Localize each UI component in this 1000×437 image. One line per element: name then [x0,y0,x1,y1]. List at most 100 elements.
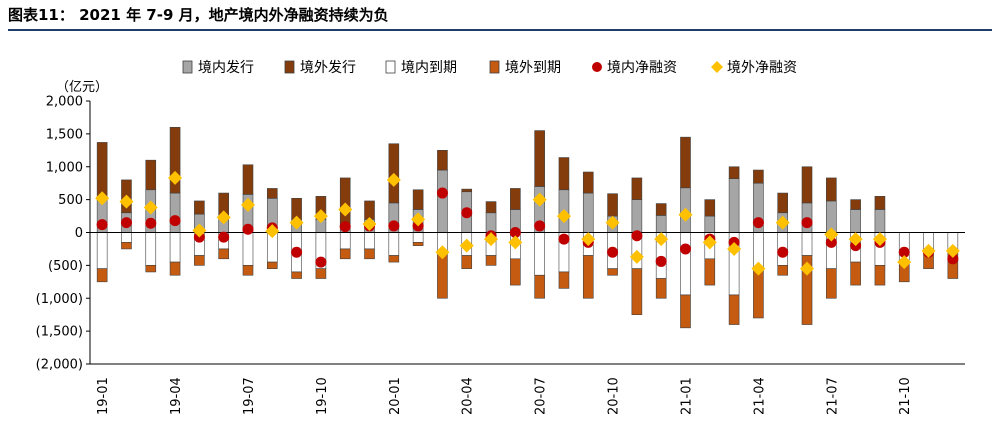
legend-domestic-maturity-swatch [385,60,396,74]
domestic-net-point [436,187,448,199]
domestic-issue-bar [655,215,667,233]
domestic-issue-bar [874,209,886,233]
foreign-issue-bar [631,177,643,200]
legend-foreign-issue-label: 境外发行 [300,60,356,76]
legend-domestic-issue-label: 境内发行 [198,60,254,76]
foreign-net-point [654,232,669,247]
domestic-maturity-bar [680,232,691,296]
foreign-maturity-bar [826,268,837,299]
foreign-issue-bar [194,200,205,215]
foreign-issue-bar [826,177,837,202]
foreign-maturity-bar [655,278,667,299]
foreign-issue-bar [169,127,181,194]
foreign-issue-bar [801,166,813,204]
foreign-issue-bar [874,196,886,210]
legend-foreign-maturity-swatch [489,60,500,74]
foreign-issue-bar [96,142,108,197]
foreign-net-point [556,209,571,224]
foreign-issue-bar [485,201,497,214]
domestic-maturity-bar [339,232,351,250]
foreign-maturity-bar [607,268,618,276]
legend-foreign-maturity-label: 境外到期 [505,60,561,76]
foreign-maturity-bar [169,261,181,276]
foreign-net-point [581,232,596,247]
foreign-issue-bar [145,159,157,191]
foreign-net-point [848,232,863,247]
foreign-net-point [459,238,474,253]
title-rule [8,29,992,31]
points [95,170,960,276]
foreign-issue-bar [728,166,740,179]
unit-label: （亿元） [56,80,108,95]
foreign-maturity-bar [801,255,813,325]
domestic-net-point [947,253,959,265]
domestic-maturity-bar [242,232,254,266]
foreign-maturity-bar [850,261,861,286]
foreign-net-point [872,232,887,247]
domestic-net-point [509,227,521,238]
foreign-maturity-bar [631,268,643,315]
foreign-maturity-bar [704,258,716,286]
foreign-issue-bar [704,199,716,217]
foreign-maturity-bar [266,261,278,269]
domestic-net-point [825,236,837,248]
foreign-maturity-bar [218,248,229,260]
x-tick-label: 20-10 [607,377,622,415]
domestic-issue-bar [169,192,181,233]
foreign-net-point [411,212,426,227]
y-tick-label: 2,000 [46,95,83,110]
y-tick-label: 500 [58,193,83,208]
domestic-maturity-bar [801,232,813,256]
foreign-maturity-bar [315,268,327,279]
domestic-issue-bar [437,169,448,233]
domestic-net-point [558,233,570,245]
foreign-maturity-bar [534,274,545,299]
domestic-net-point [291,246,303,258]
legend-domestic-issue-swatch [182,60,193,74]
foreign-issue-bar [412,189,424,210]
domestic-issue-bar [728,178,740,233]
foreign-net-point [702,235,717,250]
domestic-issue-bar [582,192,594,233]
x-tick-label: 21-10 [898,377,913,415]
domestic-maturity-bar [412,232,424,243]
foreign-issue-bar [364,200,375,220]
legend-domestic-net-swatch [592,62,602,72]
foreign-net-point [484,232,499,247]
foreign-issue-bar [534,130,545,187]
domestic-net-point [242,223,254,235]
foreign-issue-bar [753,169,764,184]
bars [96,127,959,329]
foreign-net-point [95,191,110,206]
foreign-maturity-bar [510,258,521,286]
foreign-issue-bar [242,164,254,195]
domestic-issue-bar [485,212,497,233]
domestic-net-point [631,230,643,242]
foreign-maturity-bar [291,271,302,279]
foreign-issue-bar [339,177,351,227]
foreign-net-point [338,202,353,217]
domestic-net-point [655,255,667,267]
y-tick-label: 1,500 [46,127,83,142]
foreign-net-point [435,245,450,260]
foreign-maturity-bar [753,268,764,319]
domestic-net-point [388,220,400,232]
domestic-net-point [339,221,351,233]
domestic-net-point [898,246,910,258]
domestic-net-point [169,215,181,227]
foreign-issue-bar [266,188,278,199]
domestic-net-point [801,217,813,229]
domestic-net-point [120,217,132,229]
foreign-maturity-bar [194,255,205,266]
domestic-net-point [315,256,327,268]
domestic-maturity-bar [121,232,132,243]
legend-domestic-net-label: 境内净融资 [607,60,677,76]
domestic-issue-bar [704,215,716,233]
foreign-net-point [192,223,207,238]
foreign-maturity-bar [242,265,254,276]
legend-foreign-net-swatch [711,61,723,73]
x-tick-label: 20-04 [461,377,476,415]
foreign-issue-bar [510,188,521,210]
foreign-maturity-bar [388,255,400,263]
